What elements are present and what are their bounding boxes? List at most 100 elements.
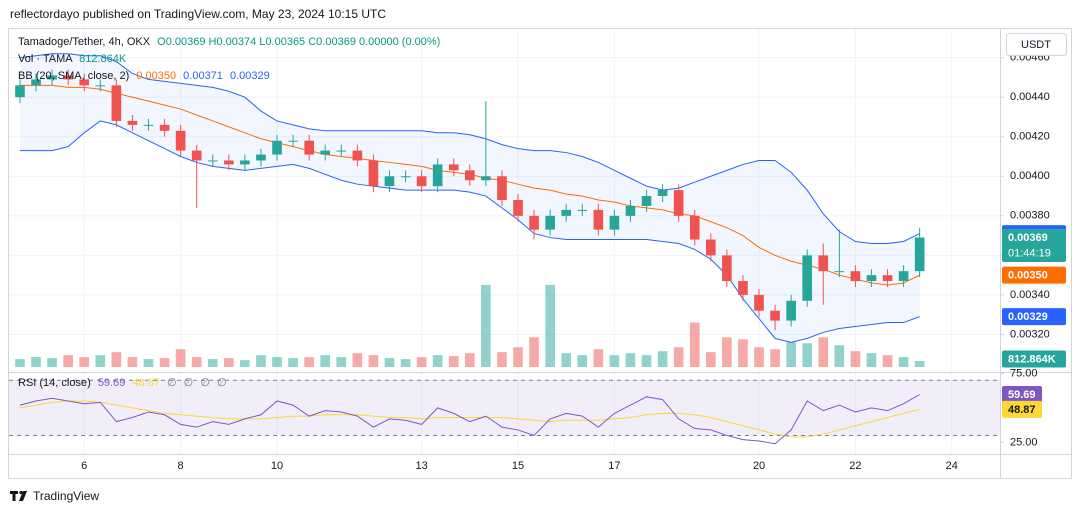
candle-body (47, 75, 57, 80)
legend-rsi-empty: ∅ (217, 377, 227, 389)
y-tick-label: 0.00380 (1010, 210, 1050, 222)
volume-bar (95, 355, 106, 367)
volume-bar (304, 357, 314, 367)
candle-body (577, 209, 588, 211)
publish-header: reflectordayo published on TradingView.c… (10, 7, 386, 21)
candle-body (416, 176, 427, 187)
volume-bar (545, 284, 555, 367)
axis-tag-label: 0.00350 (1008, 270, 1048, 282)
volume-bar (191, 357, 202, 367)
volume-bar (272, 357, 282, 367)
volume-bar (914, 361, 925, 367)
legend-bb-basis: 0.00350 (136, 70, 176, 82)
rsi-ma-line (19, 400, 920, 438)
candle-body (802, 255, 813, 301)
rsi-line (19, 394, 920, 445)
candle-body (609, 215, 620, 230)
candle-body (432, 164, 443, 187)
rsi-tick-label: 75.00 (1010, 367, 1038, 379)
x-tick-label: 17 (608, 460, 620, 472)
brand-text: TradingView (33, 489, 99, 503)
volume-bar (15, 359, 25, 367)
candle-body (513, 200, 523, 216)
volume-bar (802, 343, 813, 367)
candle-body (593, 209, 604, 230)
rsi-layer (9, 379, 1000, 445)
candle-body (191, 150, 202, 161)
legend-bb-lower: 0.00329 (230, 70, 270, 82)
candle-body (705, 239, 716, 256)
axis-tag-label: 0.00369 (1008, 232, 1048, 244)
x-tick-label: 8 (178, 460, 184, 472)
candle-body (914, 237, 925, 272)
candle-body (866, 275, 877, 282)
brand-logo (10, 490, 27, 501)
volume-bar (111, 352, 122, 367)
chart-frame (8, 28, 1072, 479)
candle-body (448, 164, 459, 171)
volume-bar (432, 355, 443, 367)
candle-body (272, 140, 282, 155)
candle-body (175, 130, 186, 151)
y-tick-label: 0.00400 (1010, 170, 1050, 182)
volume-bar (705, 352, 716, 367)
candle-body (240, 160, 250, 165)
candle-body (31, 79, 41, 86)
candle-body (818, 255, 829, 272)
grid (9, 29, 1000, 454)
volume-bar (770, 349, 780, 367)
candle-body (79, 79, 90, 86)
axis-tag (1002, 308, 1066, 326)
candle-body (95, 85, 106, 87)
candle-body (352, 150, 363, 161)
volume-bar (240, 360, 250, 367)
candle-body (529, 215, 539, 230)
legend-symbol: Tamadoge/Tether, 4h, OKX (18, 36, 151, 48)
volume-bar (577, 355, 588, 367)
candle-body (224, 160, 234, 165)
legend-rsi-name: RSI (14, close) (18, 377, 91, 389)
x-tick-label: 13 (415, 460, 427, 472)
volume-bar (336, 357, 347, 367)
candle-body (834, 271, 845, 273)
legend-rsi-ma: 48.87 (132, 377, 160, 389)
volume-bar (175, 349, 186, 367)
volume-bar (464, 353, 475, 367)
x-tick-label: 20 (753, 460, 765, 472)
axis-tag-label: 48.87 (1008, 404, 1036, 416)
currency-button[interactable] (1006, 33, 1067, 56)
candle-body (689, 215, 700, 240)
axis-tag (1002, 266, 1066, 284)
volume-bar (818, 337, 829, 367)
rsi-tick-label: 25.00 (1010, 436, 1038, 448)
volume-bar (850, 351, 861, 367)
bb-upper (19, 53, 920, 244)
x-tick-label: 24 (946, 460, 958, 472)
volume-bar (609, 355, 620, 367)
volume-bar (448, 356, 459, 367)
candle-body (288, 140, 298, 142)
candle-layer (15, 69, 925, 331)
volume-bar (384, 358, 395, 367)
candle-body (127, 120, 138, 125)
volume-bar (224, 358, 234, 367)
volume-bar (738, 339, 748, 367)
volume-bar (288, 358, 298, 367)
candle-body (673, 190, 684, 216)
candle-body (384, 176, 395, 187)
legend-volume: Vol · TAMA 812.864K (18, 53, 127, 65)
volume-bar (641, 355, 652, 367)
candle-body (336, 150, 347, 152)
candle-body (15, 85, 25, 98)
x-tick-label: 22 (849, 460, 861, 472)
volume-bar (31, 357, 41, 367)
axis-tag (1002, 229, 1066, 263)
axis-tag (1002, 385, 1042, 403)
axes: 6 8 10 13 15 17 20 22 240.004600.004400.004200.0… (81, 52, 1050, 472)
y-tick-label: 0.00440 (1010, 91, 1050, 103)
candle-body (111, 85, 122, 121)
candle-body (497, 176, 507, 200)
axis-tag (1002, 350, 1066, 368)
currency-label[interactable]: USDT (1021, 39, 1051, 51)
volume-bar (320, 355, 331, 367)
